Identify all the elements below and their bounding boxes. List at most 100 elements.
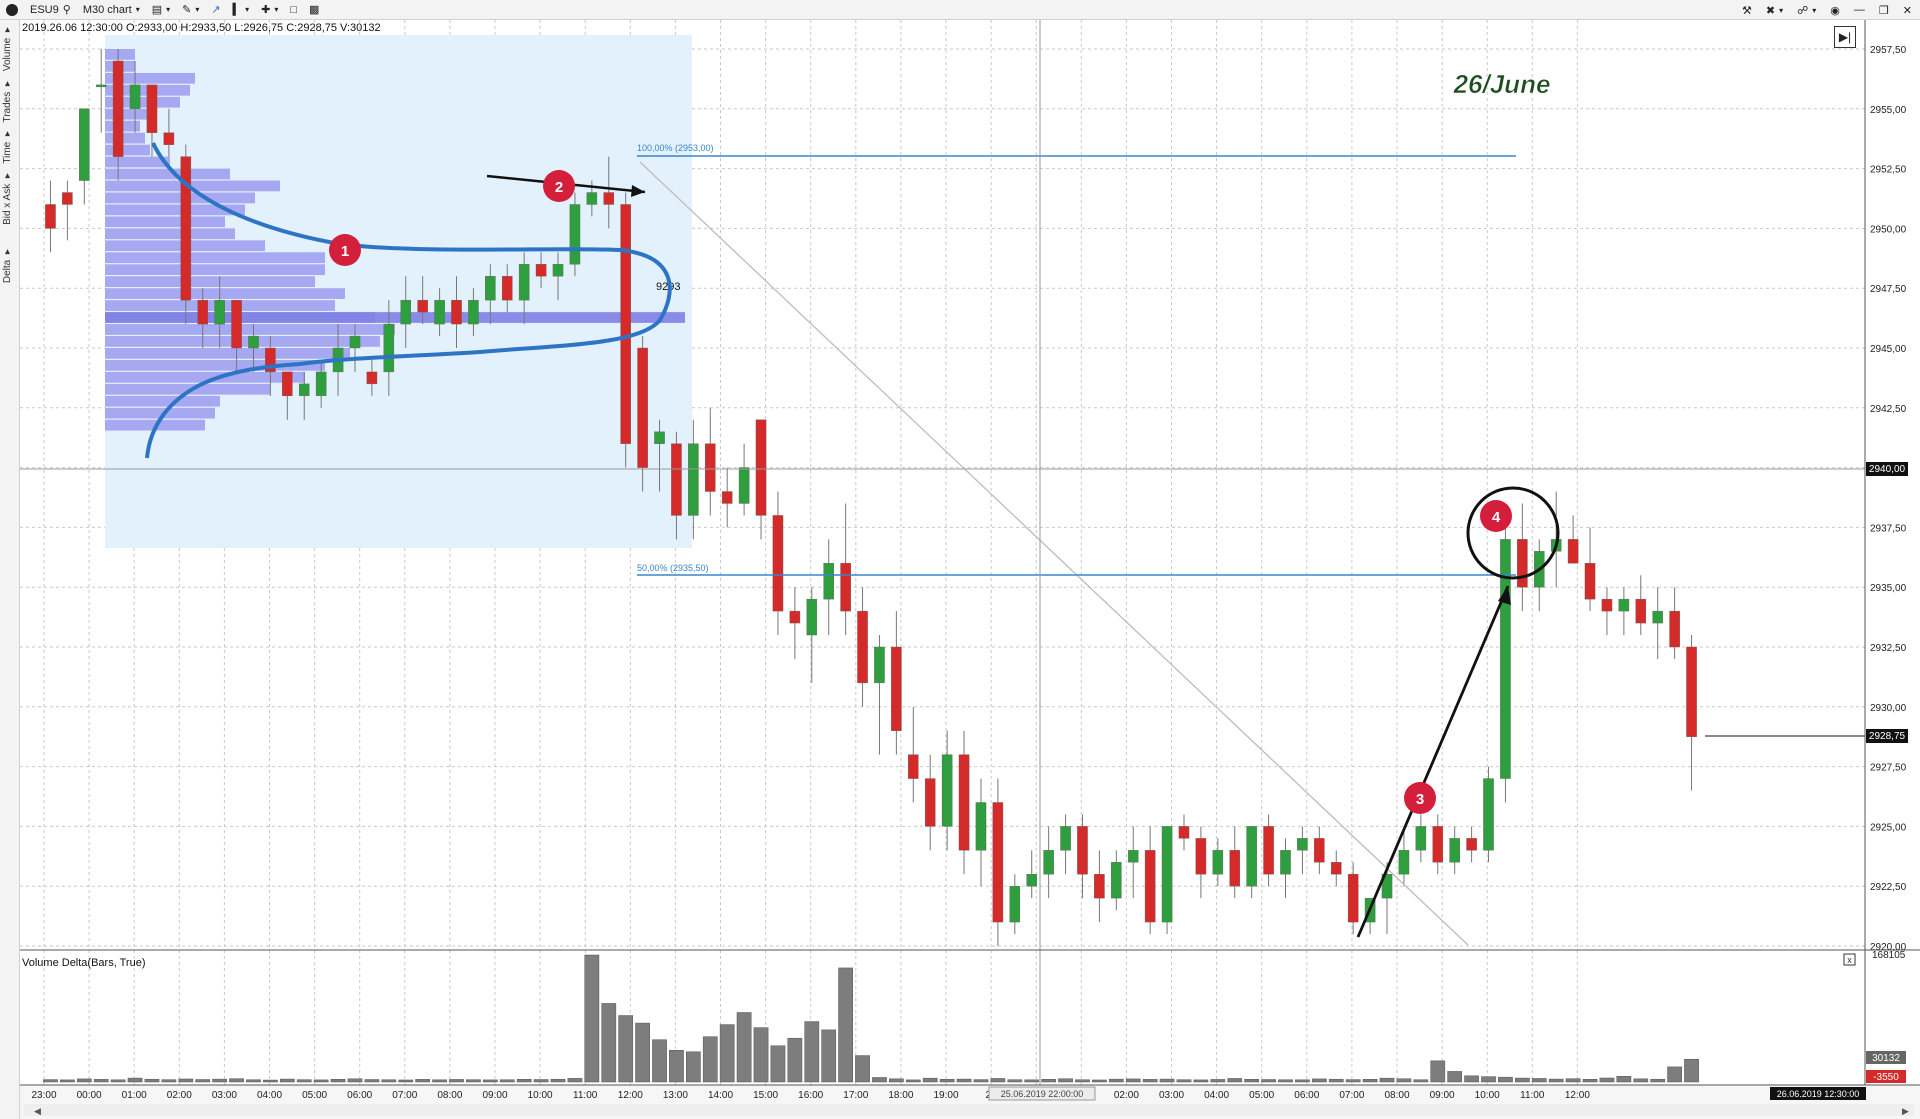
window-icon: □ — [290, 3, 297, 16]
horizontal-scrollbar[interactable]: ◀ ▶ — [24, 1104, 1914, 1116]
ohlc-info-line: 2019.26.06 12:30:00 O:2933,00 H:2933,50 … — [22, 22, 381, 34]
chevron-down-icon: ▾ — [195, 5, 200, 14]
close-panel-button[interactable] — [1843, 953, 1856, 966]
delta-bar — [1667, 1066, 1682, 1083]
candle-body — [823, 563, 834, 600]
price-tick-label: 2935,00 — [1870, 583, 1907, 594]
delta-bar — [1024, 1079, 1040, 1083]
marker-2-label: 2 — [555, 179, 563, 196]
price-tick-label: 2957,50 — [1870, 45, 1907, 56]
candle-body — [1144, 850, 1156, 923]
delta-bar — [347, 1078, 363, 1083]
delta-bar — [889, 1078, 904, 1083]
delta-bar — [1075, 1079, 1090, 1083]
candle-body — [383, 323, 395, 373]
delta-bar — [601, 1003, 617, 1083]
price-tick-label: 2932,50 — [1870, 643, 1907, 654]
symbol-selector[interactable]: ESU9 ⚲ — [24, 0, 77, 20]
delta-bar — [263, 1079, 278, 1083]
candle-body — [180, 156, 192, 301]
candle-body — [620, 204, 631, 444]
indicators-button[interactable]: ↗ — [205, 0, 226, 20]
delta-bar — [449, 1079, 464, 1083]
candle-body — [941, 754, 953, 827]
price-axis[interactable] — [1865, 20, 1920, 1085]
candle-body — [688, 443, 699, 516]
trend-line[interactable] — [639, 161, 1469, 946]
delta-bar — [584, 954, 600, 1083]
expand-chart-button[interactable]: ▶| — [1834, 26, 1856, 48]
time-tick-label: 12:00 — [618, 1090, 643, 1101]
scroll-right-icon[interactable]: ▶ — [1902, 1106, 1909, 1116]
play-end-icon: ▶| — [1838, 30, 1852, 44]
app-logo[interactable] — [0, 0, 24, 20]
chart-type-selector[interactable]: M30 chart ▾ — [77, 0, 146, 20]
minimize-button[interactable]: — — [1850, 0, 1869, 20]
drawing-tools-button[interactable]: ✎ ▾ — [176, 0, 205, 20]
candle-body — [958, 754, 970, 851]
price-tick-label: 2945,00 — [1870, 344, 1907, 355]
link-button[interactable]: ☍ ▾ — [1793, 0, 1820, 20]
delta-bar — [1227, 1078, 1243, 1083]
marker-3[interactable]: 3 — [1404, 782, 1436, 814]
close-button[interactable]: ✕ — [1899, 0, 1916, 20]
delta-bar — [1193, 1079, 1209, 1083]
candle-body — [874, 646, 885, 684]
delta-negative-tag: -3550 — [1866, 1070, 1906, 1083]
delta-bar — [1684, 1058, 1699, 1083]
candle-body — [1432, 826, 1444, 863]
delta-bar — [872, 1077, 887, 1083]
screenshot-button[interactable]: ◉ — [1826, 0, 1844, 20]
marker-2[interactable]: 2 — [543, 170, 575, 202]
time-tick-label: 11:00 — [1520, 1090, 1545, 1101]
candle-body — [434, 299, 445, 325]
candle-body — [1009, 886, 1021, 923]
delta-value-tag: 30132 — [1866, 1051, 1906, 1064]
delta-bar — [313, 1079, 329, 1083]
layout-button[interactable]: ▩ — [303, 0, 325, 20]
pencil-icon: ✎ — [182, 4, 192, 16]
crosshair-price-label: 2940,00 — [1869, 464, 1906, 475]
scroll-left-icon[interactable]: ◀ — [34, 1106, 41, 1116]
settings-button[interactable]: ✖ ▾ — [1762, 0, 1787, 20]
bar-style-button[interactable]: ▍ ▾ — [227, 0, 255, 20]
arrowhead-3 — [1498, 586, 1511, 605]
candle-body — [857, 610, 868, 684]
marker-1[interactable]: 1 — [329, 234, 361, 266]
time-tick-label: 10:00 — [528, 1090, 553, 1101]
delta-bar — [76, 1078, 92, 1083]
top-toolbar: ESU9 ⚲ M30 chart ▾ ▤ ▾ ✎ ▾ ↗ ▍ ▾ ✚ ▾ □ ▩ ⚒ ✖ ▾ … — [0, 0, 1920, 20]
candle-body — [1314, 838, 1325, 863]
candle-body — [451, 299, 462, 325]
delta-bar — [973, 1079, 989, 1083]
candle-body — [789, 610, 801, 624]
price-tick-label: 2937,50 — [1870, 523, 1907, 534]
candle-body — [400, 299, 412, 325]
candle-body — [1127, 850, 1139, 863]
window-controls: ⚒ ✖ ▾ ☍ ▾ ◉ — ❐ ✕ — [1738, 0, 1916, 20]
delta-bar — [550, 1078, 566, 1083]
marker-4[interactable]: 4 — [1480, 500, 1512, 532]
delta-bar — [804, 1021, 820, 1083]
tools-button[interactable]: ⚒ — [1738, 0, 1756, 20]
candle-body — [298, 383, 310, 397]
delta-bar — [1650, 1078, 1666, 1083]
candle-body — [79, 108, 90, 181]
profile-row — [105, 324, 395, 335]
restore-button[interactable]: ❐ — [1875, 0, 1893, 20]
delta-bar — [1108, 1078, 1124, 1083]
delta-bar — [533, 1079, 549, 1083]
candle-body — [1618, 598, 1630, 612]
search-icon: ⚲ — [62, 4, 71, 16]
crosshair-button[interactable]: ✚ ▾ — [255, 0, 284, 20]
marker-4-label: 4 — [1492, 509, 1501, 526]
time-tick-label: 17:00 — [843, 1090, 868, 1101]
window-button[interactable]: □ — [284, 0, 303, 20]
template-button[interactable]: ▤ ▾ — [146, 0, 176, 20]
candle-body — [1043, 850, 1054, 875]
delta-bar — [1125, 1078, 1141, 1083]
delta-bar — [229, 1078, 244, 1083]
candle-body — [1669, 610, 1680, 648]
delta-bar — [770, 1045, 786, 1083]
